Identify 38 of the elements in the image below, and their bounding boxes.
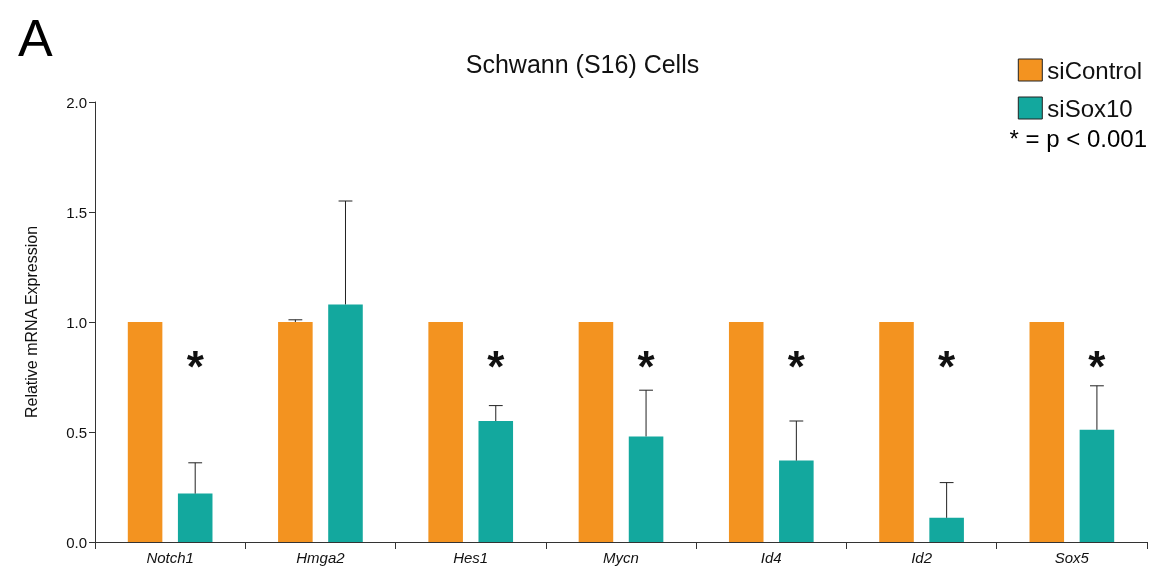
bar <box>177 493 213 542</box>
x-tick-label: Mycn <box>603 549 639 566</box>
y-tick-label: 0.0 <box>66 533 87 551</box>
x-tick-label: Sox5 <box>1054 549 1090 566</box>
y-axis-title: Relative mRNA Expression <box>22 225 40 419</box>
bar <box>328 304 363 542</box>
x-tick-label: Id2 <box>911 549 933 566</box>
bar <box>1029 322 1065 542</box>
bar <box>879 322 914 542</box>
data-label: * <box>186 341 205 391</box>
y-tick-label: 1.5 <box>66 203 87 221</box>
y-tick-label: 1.0 <box>66 313 87 331</box>
data-label: * <box>938 341 957 391</box>
bar <box>628 436 664 542</box>
annotation: * = p < 0.001 <box>1009 124 1147 152</box>
data-label: * <box>1088 341 1107 391</box>
data-label: * <box>787 341 806 391</box>
text: A <box>18 9 53 67</box>
legend-label: siControl <box>1047 56 1142 84</box>
bar <box>779 460 814 542</box>
bar <box>929 517 964 542</box>
x-tick-label: Id4 <box>760 549 782 566</box>
bar <box>478 421 514 542</box>
bar <box>728 322 764 542</box>
bar <box>428 322 463 542</box>
y-tick-label: 2.0 <box>66 93 87 111</box>
x-tick-label: Hes1 <box>453 549 489 566</box>
bar <box>1079 429 1115 542</box>
x-tick-label: Notch1 <box>146 549 194 566</box>
data-label: * <box>637 341 656 391</box>
bar <box>127 322 163 542</box>
bar <box>278 322 313 542</box>
legend-label: siSox10 <box>1047 94 1133 122</box>
data-label: * <box>487 341 506 391</box>
chart-title: Schwann (S16) Cells <box>465 49 700 78</box>
x-tick-label: Hmga2 <box>296 549 346 566</box>
bar <box>578 322 614 542</box>
y-tick-label: 0.5 <box>66 423 87 441</box>
